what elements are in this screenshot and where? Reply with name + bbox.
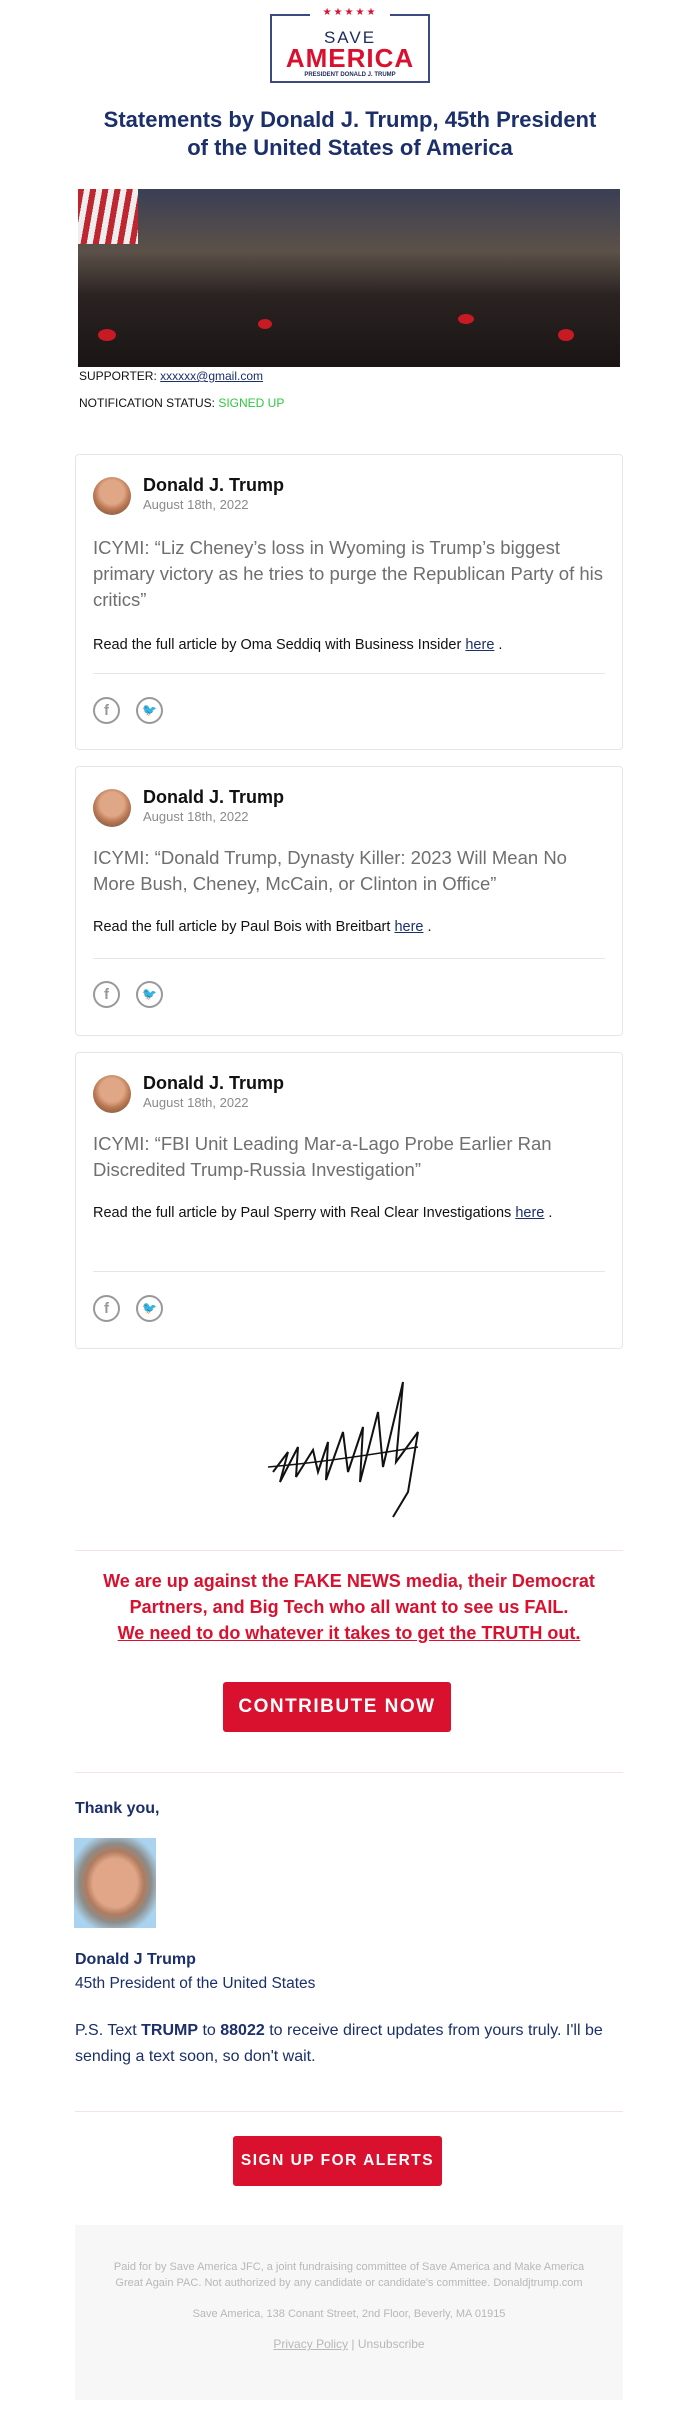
- post-author: Donald J. Trump: [143, 787, 285, 807]
- privacy-policy-link[interactable]: Privacy Policy: [273, 2337, 349, 2351]
- logo-save: SAVE: [323, 28, 377, 47]
- post-date: August 18th, 2022: [143, 1095, 249, 1110]
- facebook-icon[interactable]: f: [93, 697, 120, 724]
- post-author: Donald J. Trump: [143, 475, 285, 495]
- appeal-line-1: We are up against the FAKE NEWS media, t…: [103, 1571, 595, 1617]
- notification-label: NOTIFICATION STATUS:: [79, 396, 215, 410]
- page-title: Statements by Donald J. Trump, 45th Pres…: [103, 107, 597, 160]
- twitter-icon[interactable]: 🐦: [136, 697, 163, 724]
- save-america-logo[interactable]: ★★★★★ SAVE AMERICA PRESIDENT DONALD J. T…: [270, 7, 430, 83]
- post-read-line: Read the full article by Paul Bois with …: [93, 919, 432, 935]
- divider: [93, 673, 605, 674]
- post-card: Donald J. Trump August 18th, 2022 ICYMI:…: [75, 454, 623, 750]
- post-quote: ICYMI: “Liz Cheney’s loss in Wyoming is …: [93, 537, 604, 610]
- avatar: [93, 477, 131, 515]
- divider: [93, 1271, 605, 1272]
- appeal-line-2[interactable]: We need to do whatever it takes to get t…: [117, 1623, 581, 1643]
- trump-photo: [74, 1838, 156, 1928]
- divider: [75, 1772, 623, 1773]
- article-link[interactable]: here: [394, 919, 424, 935]
- logo-stars: ★★★★★: [310, 7, 390, 18]
- hat: [98, 329, 116, 341]
- article-link[interactable]: here: [515, 1205, 545, 1221]
- supporter-line: SUPPORTER: xxxxxx@gmail.com: [79, 369, 263, 383]
- facebook-icon[interactable]: f: [93, 981, 120, 1008]
- unsubscribe-link[interactable]: Unsubscribe: [357, 2337, 425, 2351]
- post-author: Donald J. Trump: [143, 1073, 285, 1093]
- avatar: [93, 1075, 131, 1113]
- article-link[interactable]: here: [465, 637, 495, 653]
- post-read-line: Read the full article by Paul Sperry wit…: [93, 1205, 553, 1221]
- logo-america: AMERICA: [285, 43, 415, 73]
- post-card: Donald J. Trump August 18th, 2022 ICYMI:…: [75, 766, 623, 1036]
- post-date: August 18th, 2022: [143, 497, 249, 512]
- avatar: [93, 789, 131, 827]
- post-quote: ICYMI: “FBI Unit Leading Mar-a-Lago Prob…: [93, 1133, 552, 1180]
- signoff-name: Donald J Trump: [75, 1951, 196, 1968]
- hat: [458, 314, 474, 324]
- signature-image: [268, 1381, 419, 1518]
- flag-graphic: [78, 189, 138, 244]
- appeal-text: We are up against the FAKE NEWS media, t…: [75, 1568, 623, 1646]
- facebook-icon[interactable]: f: [93, 1295, 120, 1322]
- ps-text: P.S. Text TRUMP to 88022 to receive dire…: [75, 2022, 603, 2065]
- hat: [558, 329, 574, 341]
- divider: [93, 958, 605, 959]
- post-date: August 18th, 2022: [143, 809, 249, 824]
- divider: [75, 2111, 623, 2112]
- hat: [258, 319, 272, 329]
- supporter-email[interactable]: xxxxxx@gmail.com: [160, 369, 264, 383]
- logo-tagline: PRESIDENT DONALD J. TRUMP: [304, 72, 396, 78]
- post-card: Donald J. Trump August 18th, 2022 ICYMI:…: [75, 1052, 623, 1349]
- divider: [75, 1550, 623, 1551]
- hero-image: [78, 189, 620, 367]
- sign-up-for-alerts-button[interactable]: SIGN UP FOR ALERTS: [233, 2136, 442, 2186]
- twitter-icon[interactable]: 🐦: [136, 981, 163, 1008]
- signoff-role: 45th President of the United States: [75, 1975, 316, 1992]
- twitter-icon[interactable]: 🐦: [136, 1295, 163, 1322]
- footer: Paid for by Save America JFC, a joint fu…: [75, 2225, 623, 2400]
- notification-status: SIGNED UP: [218, 396, 285, 410]
- post-read-line: Read the full article by Oma Seddiq with…: [93, 637, 503, 653]
- notification-line: NOTIFICATION STATUS: SIGNED UP: [79, 396, 284, 410]
- supporter-label: SUPPORTER:: [79, 369, 157, 383]
- thank-you-text: Thank you,: [75, 1800, 160, 1817]
- footer-address: Save America, 138 Conant Street, 2nd Flo…: [192, 2308, 506, 2320]
- footer-disclaimer: Paid for by Save America JFC, a joint fu…: [113, 2261, 585, 2289]
- contribute-now-button[interactable]: CONTRIBUTE NOW: [223, 1682, 451, 1732]
- post-quote: ICYMI: “Donald Trump, Dynasty Killer: 20…: [93, 847, 567, 894]
